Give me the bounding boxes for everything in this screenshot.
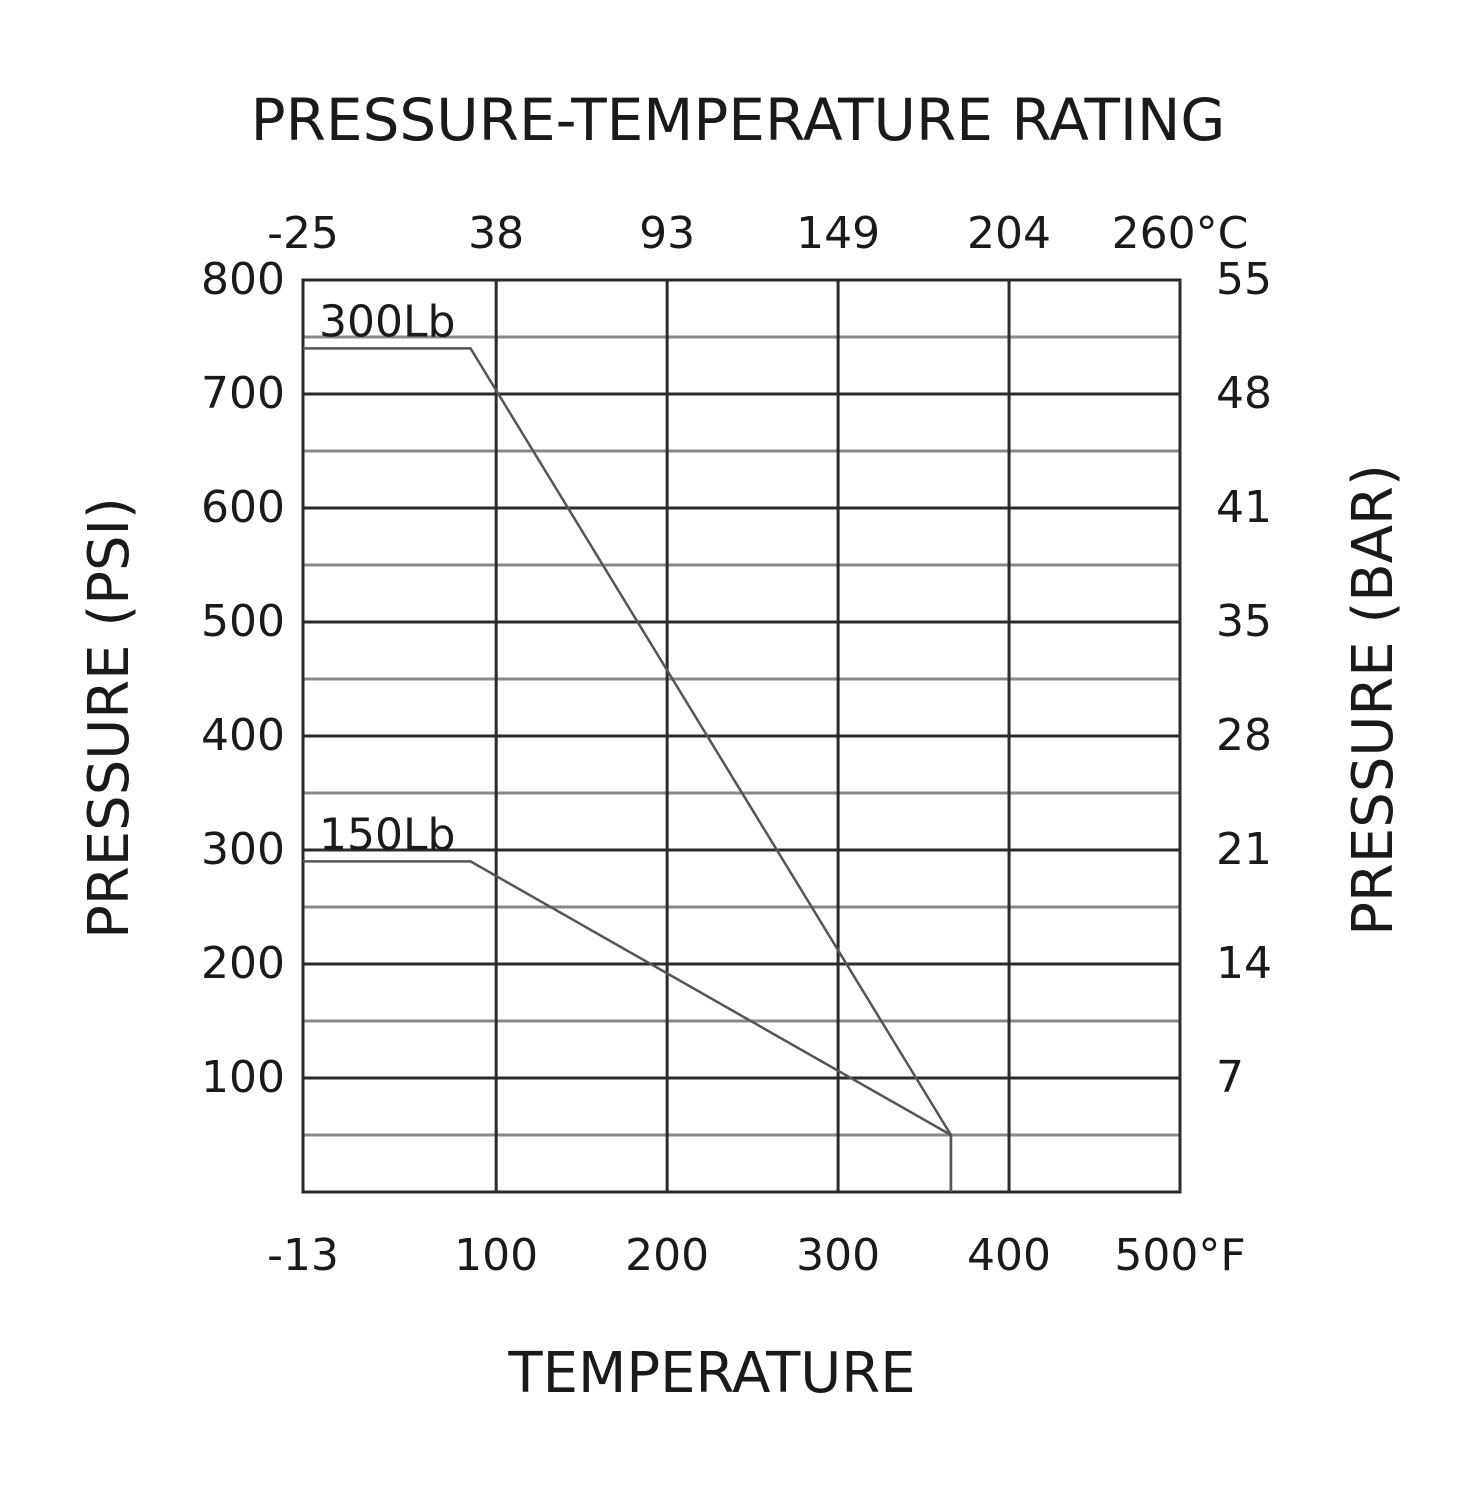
series-label-150Lb: 150Lb — [319, 809, 455, 860]
tick-label-bar: 21 — [1216, 824, 1272, 875]
tick-label-celsius: 260°C — [1112, 208, 1249, 259]
tick-label-celsius: -25 — [267, 208, 339, 259]
tick-label-fahrenheit: 200 — [625, 1230, 709, 1281]
grid — [301, 278, 1182, 1194]
tick-label-fahrenheit: 500°F — [1114, 1230, 1245, 1281]
chart-title: PRESSURE-TEMPERATURE RATING — [251, 86, 1226, 154]
plot-frame — [301, 278, 1182, 1194]
tick-label-fahrenheit: -13 — [267, 1230, 339, 1281]
tick-label-psi: 700 — [201, 368, 285, 419]
series-line-300Lb — [303, 347, 953, 1192]
tick-label-bar: 55 — [1216, 254, 1272, 305]
tick-label-celsius: 204 — [967, 208, 1051, 259]
celsius-tick-labels: -25 38 93 149 204 260°C — [267, 208, 1248, 259]
tick-label-bar: 14 — [1216, 938, 1272, 989]
tick-label-bar: 41 — [1216, 482, 1272, 533]
bar-tick-labels: 55 48 41 35 28 21 14 7 — [1216, 254, 1272, 1103]
tick-label-psi: 600 — [201, 482, 285, 533]
tick-label-celsius: 38 — [468, 208, 524, 259]
y-axis-label-left: PRESSURE (PSI) — [77, 497, 142, 939]
tick-label-bar: 28 — [1216, 710, 1272, 761]
tick-label-celsius: 149 — [796, 208, 880, 259]
tick-label-fahrenheit: 100 — [454, 1230, 538, 1281]
tick-label-psi: 800 — [201, 254, 285, 305]
tick-label-psi: 400 — [201, 710, 285, 761]
tick-label-psi: 500 — [201, 596, 285, 647]
series-label-300Lb: 300Lb — [319, 296, 455, 347]
tick-label-psi: 100 — [201, 1052, 285, 1103]
x-axis-label: TEMPERATURE — [507, 1341, 915, 1406]
tick-label-bar: 35 — [1216, 596, 1272, 647]
series-layer: 300Lb 150Lb — [303, 296, 953, 1192]
psi-tick-labels: 800 700 600 500 400 300 200 100 — [201, 254, 285, 1103]
tick-label-bar: 48 — [1216, 368, 1272, 419]
fahrenheit-tick-labels: -13 100 200 300 400 500°F — [267, 1230, 1246, 1281]
tick-label-psi: 300 — [201, 824, 285, 875]
y-axis-label-right: PRESSURE (BAR) — [1341, 464, 1406, 936]
tick-label-bar: 7 — [1216, 1052, 1244, 1103]
tick-label-psi: 200 — [201, 938, 285, 989]
tick-label-fahrenheit: 300 — [796, 1230, 880, 1281]
tick-label-fahrenheit: 400 — [967, 1230, 1051, 1281]
tick-label-celsius: 93 — [639, 208, 695, 259]
series-line-150Lb — [303, 860, 953, 1192]
